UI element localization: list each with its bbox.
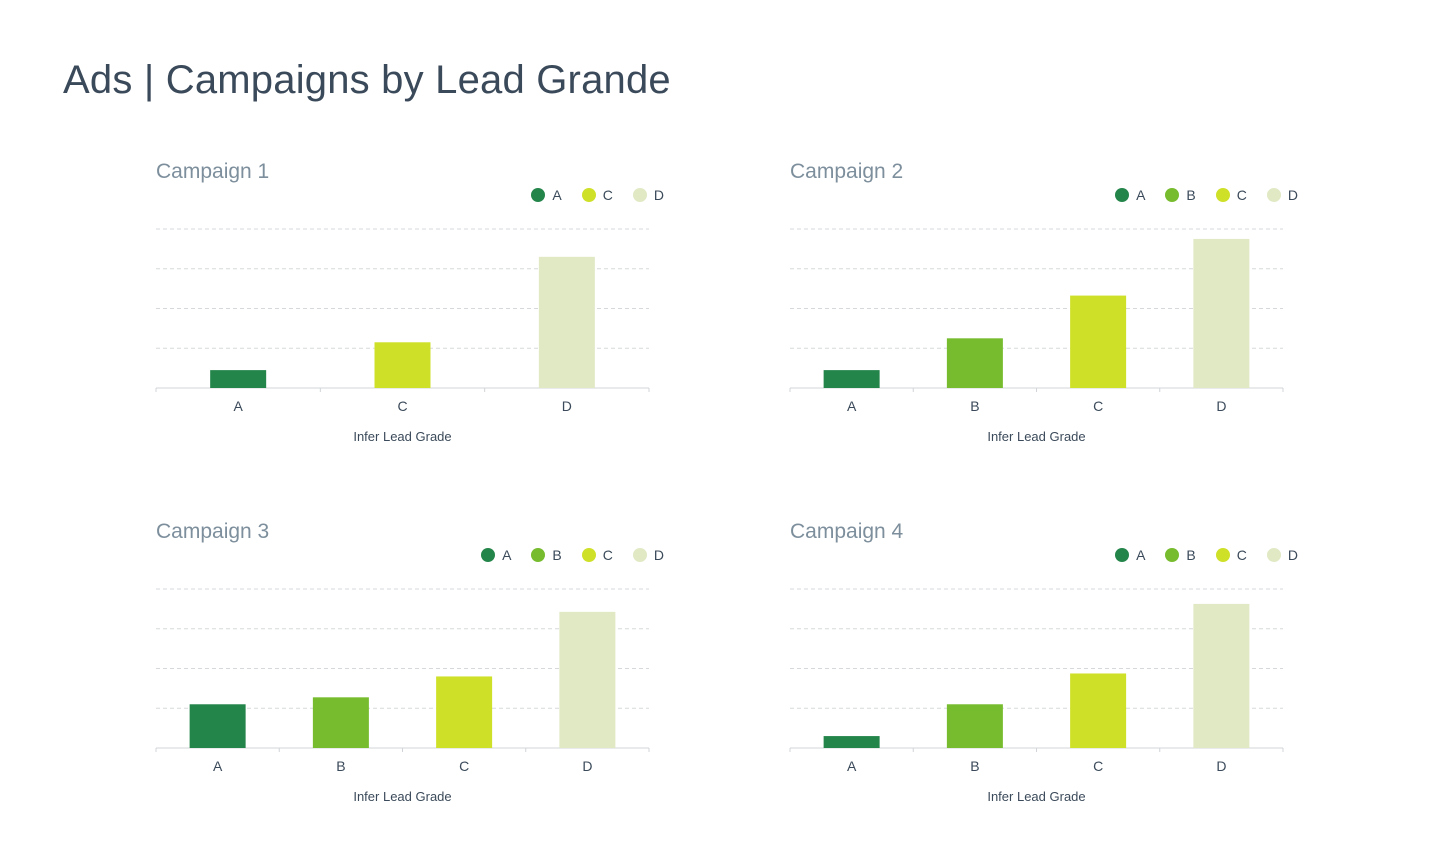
legend-item-d: D xyxy=(1266,547,1298,563)
legend-item-d: D xyxy=(632,547,664,563)
chart-title: Campaign 3 xyxy=(156,520,270,543)
bar-a xyxy=(823,736,880,748)
legend-swatch xyxy=(531,188,546,202)
chart-plot: A B C D Infer Lead Grade xyxy=(789,228,1284,444)
legend-swatch xyxy=(1115,188,1130,202)
x-tick-label: A xyxy=(847,398,857,414)
chart-plot: A C D Infer Lead Grade xyxy=(155,228,650,444)
x-tick-label: D xyxy=(1216,398,1226,414)
chart-legend: A B C D xyxy=(1115,187,1298,203)
bar-c xyxy=(1070,673,1127,748)
bar-a xyxy=(823,370,880,388)
legend-label: A xyxy=(1136,547,1146,563)
bar-d xyxy=(1193,603,1250,748)
x-tick-label: B xyxy=(970,398,979,414)
x-tick-label: A xyxy=(213,758,223,774)
bar-d xyxy=(538,256,595,388)
x-tick-label: A xyxy=(233,398,243,414)
legend-item-a: A xyxy=(1115,547,1145,563)
legend-swatch xyxy=(1215,548,1230,562)
legend-label: B xyxy=(552,547,562,563)
page-title: Ads | Campaigns by Lead Grande xyxy=(63,58,671,102)
legend-swatch xyxy=(581,548,596,562)
legend-item-d: D xyxy=(632,187,664,203)
legend-label: D xyxy=(653,187,664,203)
chart-plot: A B C D Infer Lead Grade xyxy=(789,588,1284,804)
legend-item-c: C xyxy=(581,187,613,203)
legend-swatch xyxy=(531,548,546,562)
chart-plot: A B C D Infer Lead Grade xyxy=(155,588,650,804)
chart-campaign-4: Campaign 4 A B C D A B C D Infer Lead Grade xyxy=(789,520,1350,820)
chart-legend: A B C D xyxy=(481,547,664,563)
bar-b xyxy=(946,704,1003,748)
bar-c xyxy=(374,342,431,388)
x-axis-title: Infer Lead Grade xyxy=(353,429,451,444)
x-axis-title: Infer Lead Grade xyxy=(987,429,1085,444)
legend-label: C xyxy=(602,187,613,203)
x-tick-label: C xyxy=(1093,758,1103,774)
legend-swatch xyxy=(1266,188,1281,202)
chart-legend: A B C D xyxy=(1115,547,1298,563)
legend-item-c: C xyxy=(581,547,613,563)
legend-label: C xyxy=(602,547,613,563)
legend-swatch xyxy=(1215,188,1230,202)
x-tick-label: C xyxy=(397,398,407,414)
legend-item-a: A xyxy=(481,547,511,563)
legend-label: A xyxy=(1136,187,1146,203)
legend-item-b: B xyxy=(1165,547,1196,563)
chart-title: Campaign 4 xyxy=(790,520,904,543)
legend-item-b: B xyxy=(1165,187,1196,203)
bar-a xyxy=(210,370,267,388)
bar-d xyxy=(1193,238,1250,388)
legend-label: A xyxy=(552,187,562,203)
legend-swatch xyxy=(632,188,647,202)
x-tick-label: D xyxy=(582,758,592,774)
x-tick-label: D xyxy=(562,398,572,414)
legend-swatch xyxy=(1165,188,1180,202)
legend-item-d: D xyxy=(1266,187,1298,203)
legend-swatch xyxy=(632,548,647,562)
bar-a xyxy=(189,704,246,748)
legend-item-a: A xyxy=(1115,187,1145,203)
bar-b xyxy=(946,338,1003,388)
legend-swatch xyxy=(581,188,596,202)
x-axis-title: Infer Lead Grade xyxy=(987,789,1085,804)
legend-swatch xyxy=(481,548,496,562)
legend-label: D xyxy=(653,547,664,563)
chart-title: Campaign 1 xyxy=(156,160,270,183)
x-tick-label: C xyxy=(1093,398,1103,414)
legend-label: D xyxy=(1287,547,1298,563)
legend-swatch xyxy=(1266,548,1281,562)
legend-swatch xyxy=(1165,548,1180,562)
legend-label: C xyxy=(1236,547,1247,563)
bar-c xyxy=(436,676,493,748)
bar-b xyxy=(312,697,369,748)
bar-c xyxy=(1070,295,1127,388)
chart-campaign-1: Campaign 1 A C D A C D Infer Lead Grade xyxy=(155,160,716,460)
bar-d xyxy=(559,611,616,748)
legend-swatch xyxy=(1115,548,1130,562)
chart-title: Campaign 2 xyxy=(790,160,904,183)
x-tick-label: D xyxy=(1216,758,1226,774)
legend-label: B xyxy=(1186,187,1196,203)
legend-item-c: C xyxy=(1215,187,1247,203)
chart-campaign-2: Campaign 2 A B C D A B C D Infer Lead Grade xyxy=(789,160,1350,460)
legend-label: B xyxy=(1186,547,1196,563)
legend-item-a: A xyxy=(531,187,562,203)
x-tick-label: B xyxy=(336,758,345,774)
x-tick-label: C xyxy=(459,758,469,774)
legend-label: C xyxy=(1236,187,1247,203)
x-tick-label: A xyxy=(847,758,857,774)
legend-label: D xyxy=(1287,187,1298,203)
legend-label: A xyxy=(502,547,512,563)
legend-item-b: B xyxy=(531,547,562,563)
chart-campaign-3: Campaign 3 A B C D A B C D Infer Lead Grade xyxy=(155,520,716,820)
x-axis-title: Infer Lead Grade xyxy=(353,789,451,804)
x-tick-label: B xyxy=(970,758,979,774)
legend-item-c: C xyxy=(1215,547,1247,563)
